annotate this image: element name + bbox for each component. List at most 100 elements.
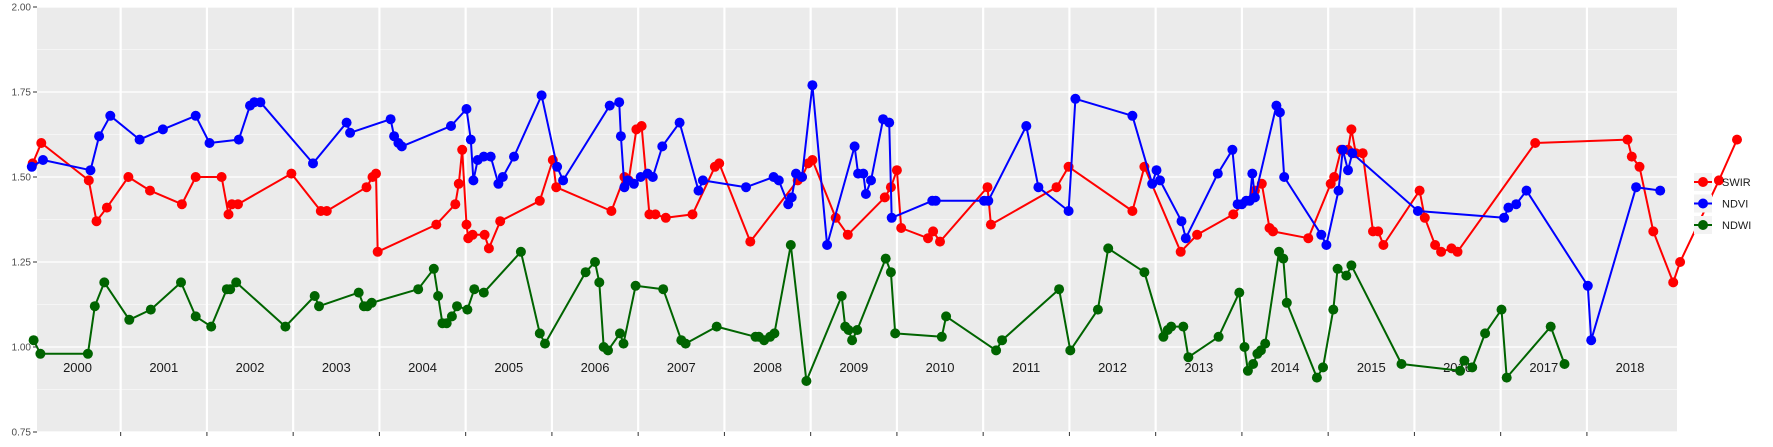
- swir-point: [176, 199, 187, 210]
- ndvi-point: [1249, 192, 1260, 203]
- ndvi-point: [930, 195, 941, 206]
- swir-point: [745, 236, 756, 247]
- swir-point: [1378, 240, 1389, 250]
- grid-lines: [37, 6, 1677, 433]
- legend-item-ndwi: NDWI: [1694, 216, 1751, 234]
- legend: SWIR NDVI NDWI: [1694, 173, 1751, 234]
- ndwi-point: [1278, 253, 1289, 264]
- swir-point: [1648, 226, 1659, 237]
- ndvi-point: [497, 172, 508, 182]
- ndwi-point: [1183, 352, 1194, 363]
- ndwi-point: [1545, 321, 1556, 332]
- y-tick-label: 1.50: [12, 173, 32, 184]
- swir-point: [461, 219, 472, 230]
- ndwi-point: [852, 325, 863, 335]
- y-tick-label: 2.00: [12, 3, 32, 14]
- y-tick-label: 1.25: [12, 258, 32, 269]
- swir-point: [982, 182, 993, 193]
- ndwi-point: [190, 311, 201, 322]
- legend-swatch: [1698, 177, 1708, 187]
- ndwi-point: [847, 335, 858, 346]
- swir-point: [1713, 175, 1724, 186]
- swir-point: [123, 172, 134, 182]
- ndwi-point: [428, 263, 439, 274]
- ndvi-point: [1127, 110, 1138, 121]
- ndwi-point: [1166, 321, 1177, 332]
- year-label: 2007: [667, 360, 696, 375]
- ndvi-point: [822, 240, 833, 250]
- swir-point: [1675, 257, 1686, 267]
- year-label: 2015: [1357, 360, 1386, 375]
- ndvi-point: [38, 155, 48, 165]
- swir-point: [1051, 182, 1062, 193]
- swir-point: [495, 216, 506, 227]
- ndwi-point: [801, 376, 812, 386]
- ndvi-point: [1321, 240, 1332, 250]
- series-layer: [26, 80, 1742, 386]
- ndvi-point: [1070, 93, 1081, 104]
- ndwi-point: [82, 348, 93, 359]
- swir-point: [233, 199, 243, 210]
- ndwi-point: [1459, 355, 1470, 366]
- swir-point: [714, 158, 725, 169]
- ndwi-point: [1328, 304, 1339, 315]
- swir-point: [1346, 124, 1357, 135]
- ndvi-point: [614, 97, 625, 108]
- ndwi-point: [1178, 321, 1189, 332]
- ndwi-point: [1341, 270, 1352, 281]
- year-label: 2001: [149, 360, 178, 375]
- ndvi-point: [94, 131, 105, 142]
- year-label: 2014: [1271, 360, 1300, 375]
- ndwi-point: [441, 318, 452, 329]
- ndwi-point: [1234, 287, 1245, 298]
- legend-label: SWIR: [1722, 177, 1751, 189]
- year-label: 2002: [236, 360, 265, 375]
- ndvi-point: [849, 141, 860, 152]
- ndwi-point: [534, 328, 545, 339]
- ndwi-point: [452, 301, 462, 312]
- ndvi-point: [858, 168, 869, 179]
- ndvi-point: [1333, 185, 1344, 196]
- swir-point: [660, 212, 671, 223]
- swir-point: [1127, 206, 1138, 216]
- ndvi-point: [1033, 182, 1044, 193]
- ndwi-point: [1239, 342, 1250, 352]
- ndvi-point: [1279, 172, 1290, 182]
- ndwi-point: [89, 301, 100, 312]
- swir-point: [1452, 246, 1463, 257]
- ndwi-point: [35, 348, 46, 359]
- ndwi-point: [413, 284, 424, 295]
- ndvi-point: [647, 172, 658, 182]
- ndvi-point: [866, 175, 876, 186]
- ndvi-point: [204, 138, 215, 148]
- ndvi-point: [552, 161, 563, 172]
- ndvi-point: [1063, 206, 1074, 216]
- ndvi-point: [1274, 107, 1285, 118]
- swir-point: [372, 246, 383, 257]
- ndwi-point: [280, 321, 291, 332]
- swir-point: [1192, 229, 1203, 240]
- ndvi-point: [485, 151, 496, 162]
- ndwi-point: [1260, 338, 1271, 349]
- ndwi-point: [615, 328, 625, 339]
- ndvi-point: [884, 117, 895, 128]
- ndvi-point: [604, 100, 615, 111]
- ndvi-point: [807, 80, 818, 91]
- ndvi-point: [85, 165, 96, 176]
- ndwi-point: [680, 338, 691, 349]
- swir-point: [842, 229, 853, 240]
- swir-point: [36, 138, 47, 148]
- ndwi-point: [590, 257, 600, 267]
- swir-point: [101, 202, 112, 213]
- ndvi-point: [255, 97, 266, 108]
- ndvi-point: [741, 182, 751, 193]
- ndvi-point: [26, 161, 37, 172]
- ndvi-point: [1227, 144, 1238, 155]
- ndwi-point: [462, 304, 473, 315]
- ndwi-point: [769, 328, 780, 339]
- ndvi-point: [385, 114, 396, 125]
- legend-item-swir: SWIR: [1694, 173, 1751, 191]
- swir-point: [1530, 138, 1541, 148]
